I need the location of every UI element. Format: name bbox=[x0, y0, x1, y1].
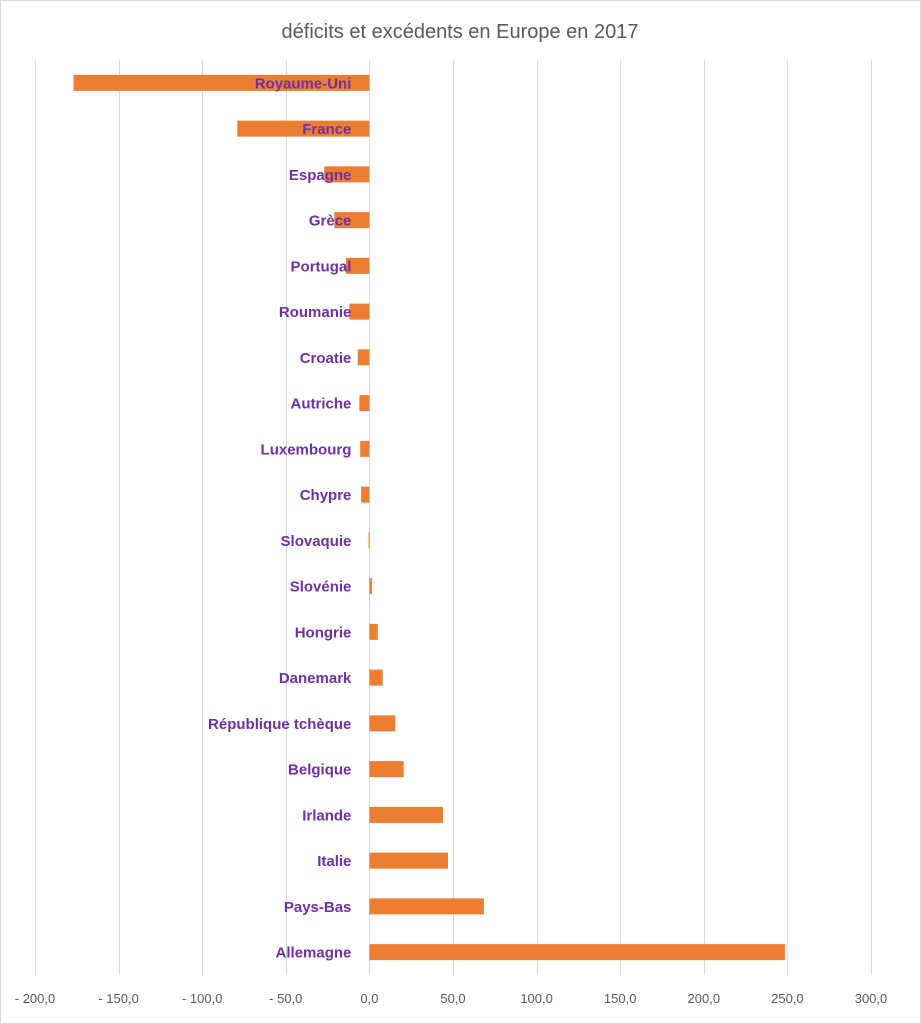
bar bbox=[369, 806, 443, 823]
category-label: Danemark bbox=[279, 670, 352, 687]
x-tick-label: 0,0 bbox=[360, 991, 378, 1006]
bar bbox=[368, 532, 370, 549]
bar bbox=[369, 852, 448, 869]
bar bbox=[369, 898, 484, 915]
category-labels: Royaume-Uni France Espagne Grèce Portugal Rou… bbox=[208, 75, 352, 961]
bar bbox=[369, 623, 378, 640]
category-label: Espagne bbox=[289, 167, 352, 184]
x-tick-label: 300,0 bbox=[855, 991, 888, 1006]
bar bbox=[369, 669, 383, 686]
bar bbox=[334, 212, 370, 229]
bars bbox=[73, 74, 785, 961]
bar bbox=[361, 486, 370, 503]
bar bbox=[359, 395, 370, 412]
bar bbox=[324, 166, 370, 183]
bar bbox=[369, 715, 396, 732]
chart-title: déficits et excédents en Europe en 2017 bbox=[282, 21, 639, 43]
category-label: Irlande bbox=[302, 807, 351, 824]
x-axis-tick-labels: - 200,0 - 150,0 - 100,0 - 50,0 0,0 50,0 100,0 1… bbox=[15, 991, 888, 1006]
bar bbox=[357, 349, 370, 366]
category-label: Royaume-Uni bbox=[255, 75, 352, 92]
x-tick-label: 250,0 bbox=[771, 991, 804, 1006]
bar bbox=[237, 120, 370, 137]
bar bbox=[369, 761, 404, 778]
category-label: Slovénie bbox=[290, 579, 352, 596]
category-label: Allemagne bbox=[276, 945, 352, 962]
x-tick-label: 150,0 bbox=[604, 991, 637, 1006]
x-tick-label: - 50,0 bbox=[269, 991, 302, 1006]
gridlines bbox=[35, 60, 872, 975]
category-label: Belgique bbox=[288, 762, 351, 779]
bar bbox=[369, 944, 785, 961]
category-label: Portugal bbox=[291, 258, 352, 275]
category-label: Roumanie bbox=[279, 304, 352, 321]
bar bbox=[345, 257, 370, 274]
category-label: Italie bbox=[317, 853, 351, 870]
category-label: Autriche bbox=[291, 396, 352, 413]
x-tick-label: - 100,0 bbox=[182, 991, 222, 1006]
x-tick-label: 100,0 bbox=[520, 991, 553, 1006]
bar bbox=[73, 74, 370, 91]
category-label: Slovaquie bbox=[281, 533, 352, 550]
x-tick-label: 200,0 bbox=[688, 991, 721, 1006]
category-label: Pays-Bas bbox=[284, 899, 352, 916]
category-label: Luxembourg bbox=[261, 441, 352, 458]
category-label: France bbox=[302, 121, 351, 138]
category-label: République tchèque bbox=[208, 716, 351, 733]
bar bbox=[369, 578, 372, 595]
bar bbox=[349, 303, 370, 320]
x-tick-label: 50,0 bbox=[440, 991, 465, 1006]
category-label: Chypre bbox=[300, 487, 352, 504]
category-label: Hongrie bbox=[295, 624, 352, 641]
x-tick-label: - 150,0 bbox=[98, 991, 138, 1006]
category-label: Croatie bbox=[300, 350, 352, 367]
category-label: Grèce bbox=[309, 213, 352, 230]
x-tick-label: - 200,0 bbox=[15, 991, 55, 1006]
bar bbox=[360, 440, 370, 457]
